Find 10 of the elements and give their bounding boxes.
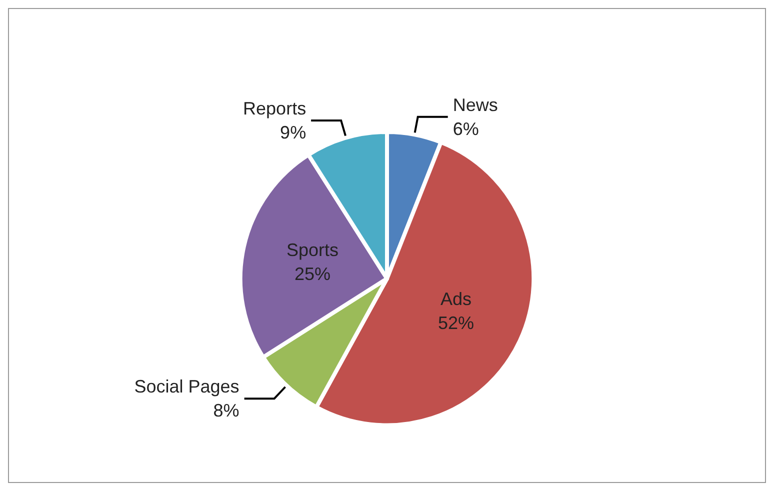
slice-label: Sports <box>286 240 339 260</box>
slice-label: News <box>452 94 498 115</box>
data-label: 52% <box>438 313 474 334</box>
slice-label: Ads <box>440 289 472 310</box>
data-label: 9% <box>280 122 306 143</box>
data-label: 8% <box>213 400 240 421</box>
slice-label: Social Pages <box>134 376 240 397</box>
data-label: 25% <box>294 264 331 284</box>
data-label: 6% <box>452 118 479 139</box>
slice-label: Reports <box>243 98 306 119</box>
